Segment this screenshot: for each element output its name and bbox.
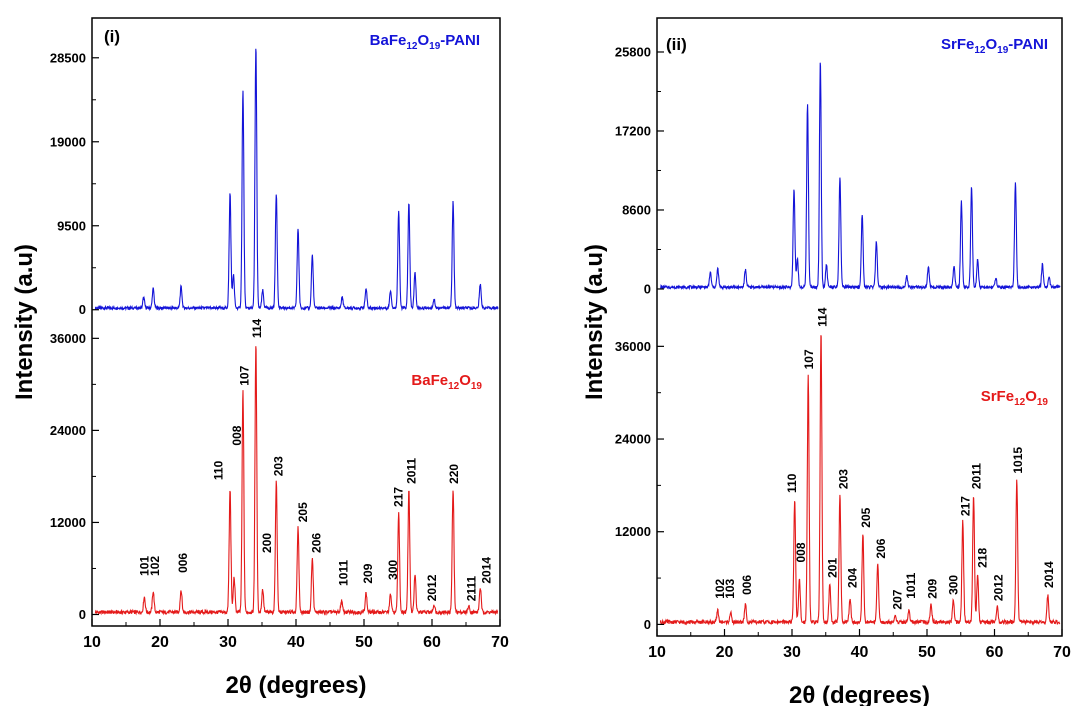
peak-index-label: 217 [958, 496, 972, 516]
x-tick-label: 70 [491, 634, 509, 651]
y-tick-label: 24000 [615, 432, 651, 447]
panel-label: (i) [104, 27, 120, 46]
x-tick-label: 50 [918, 644, 936, 661]
y-tick-label: 36000 [50, 331, 86, 346]
y-tick-label: 12000 [50, 515, 86, 530]
peak-index-label: 2014 [1042, 561, 1056, 588]
peak-index-label: 114 [250, 318, 264, 338]
bottom-spectrum-line [94, 346, 499, 616]
bottom-spectrum-line [659, 335, 1061, 626]
peak-index-label: 206 [309, 533, 323, 553]
peak-index-label: 102 [713, 578, 727, 598]
y-tick-label: 0 [79, 607, 86, 622]
panel-ii: 0 8600 17200 25800 SrFe12O19-PANI 0 12000 24000… [581, 17, 1071, 706]
y-tick-label: 25800 [615, 44, 651, 59]
peak-index-label: 006 [740, 575, 754, 595]
x-tick-label: 10 [83, 634, 101, 651]
peak-index-label: 2012 [425, 574, 439, 601]
peak-index-label: 008 [794, 542, 808, 562]
peak-index-label: 2111 [464, 576, 478, 602]
x-tick-label: 10 [648, 644, 666, 661]
y-tick-label: 19000 [50, 134, 86, 149]
peak-index-label: 2011 [405, 458, 419, 484]
peak-index-label: 1011 [904, 572, 918, 598]
peak-index-label: 110 [211, 460, 225, 480]
y-tick-label: 0 [644, 617, 651, 632]
x-axis-title: 2θ (degrees) [225, 672, 366, 699]
x-tick-label: 20 [716, 644, 734, 661]
y-tick-label: 28500 [50, 50, 86, 65]
x-tick-label: 30 [783, 644, 801, 661]
peak-index-label: 205 [296, 502, 310, 522]
y-tick-label: 8600 [622, 202, 651, 217]
top-series-label: SrFe12O19-PANI [941, 36, 1048, 56]
y-axis-title: Intensity (a.u) [581, 244, 608, 400]
plot-frame [91, 17, 501, 627]
peak-index-label: 205 [859, 507, 873, 527]
x-tick-label: 40 [287, 634, 305, 651]
bottom-series-label: SrFe12O19 [981, 388, 1049, 408]
top-spectrum-line [94, 48, 499, 312]
peak-index-label: 2012 [992, 574, 1006, 601]
peak-index-label: 203 [836, 469, 850, 489]
peak-index-label: 006 [176, 553, 190, 573]
x-tick-label: 20 [151, 634, 169, 651]
x-tick-label: 40 [851, 644, 869, 661]
x-tick-label: 50 [355, 634, 373, 651]
peak-index-label: 209 [361, 563, 375, 583]
peak-index-label: 300 [946, 575, 960, 595]
panel-label: (ii) [666, 35, 687, 54]
x-tick-label: 60 [986, 644, 1004, 661]
bottom-series-label: BaFe12O19 [411, 372, 482, 392]
peak-index-label: 103 [723, 578, 737, 598]
y-tick-label: 0 [79, 302, 86, 317]
top-spectrum-line [660, 62, 1061, 291]
peak-index-label: 220 [447, 464, 461, 484]
peak-index-label: 008 [230, 425, 244, 445]
plot-frame [656, 17, 1063, 637]
peak-index-label: 102 [148, 556, 162, 576]
peak-index-label: 110 [785, 473, 799, 493]
peak-index-label: 1011 [337, 560, 351, 586]
peak-index-label: 107 [802, 349, 816, 369]
x-axis-title: 2θ (degrees) [789, 682, 930, 706]
y-tick-label: 36000 [615, 339, 651, 354]
y-axis-title: Intensity (a.u) [11, 244, 38, 400]
peak-index-label: 107 [237, 365, 251, 385]
peak-index-label: 201 [826, 558, 840, 578]
peak-index-label: 1015 [1011, 447, 1025, 474]
x-tick-label: 70 [1053, 644, 1071, 661]
y-tick-label: 24000 [50, 423, 86, 438]
x-tick-label: 60 [423, 634, 441, 651]
peak-index-label: 209 [925, 578, 939, 598]
peak-index-label: 200 [260, 533, 274, 553]
panel-i: 0 9500 19000 28500 BaFe12O19-PANI 0 12000 24000… [11, 17, 509, 699]
peak-index-label: 218 [975, 548, 989, 568]
y-tick-label: 12000 [615, 524, 651, 539]
y-tick-label: 17200 [615, 123, 651, 138]
top-series-label: BaFe12O19-PANI [370, 32, 480, 52]
y-tick-label: 0 [644, 281, 651, 296]
peak-index-label: 204 [846, 568, 860, 588]
peak-index-label: 300 [386, 559, 400, 579]
peak-index-label: 217 [392, 487, 406, 507]
y-tick-label: 9500 [57, 218, 86, 233]
peak-index-label: 207 [890, 589, 904, 609]
peak-index-label: 114 [815, 307, 829, 327]
x-tick-label: 30 [219, 634, 237, 651]
peak-index-label: 203 [271, 456, 285, 476]
peak-index-label: 101 [137, 556, 151, 576]
peak-index-label: 206 [874, 538, 888, 558]
peak-index-label: 2014 [479, 557, 493, 584]
peak-index-label: 2011 [969, 463, 983, 489]
